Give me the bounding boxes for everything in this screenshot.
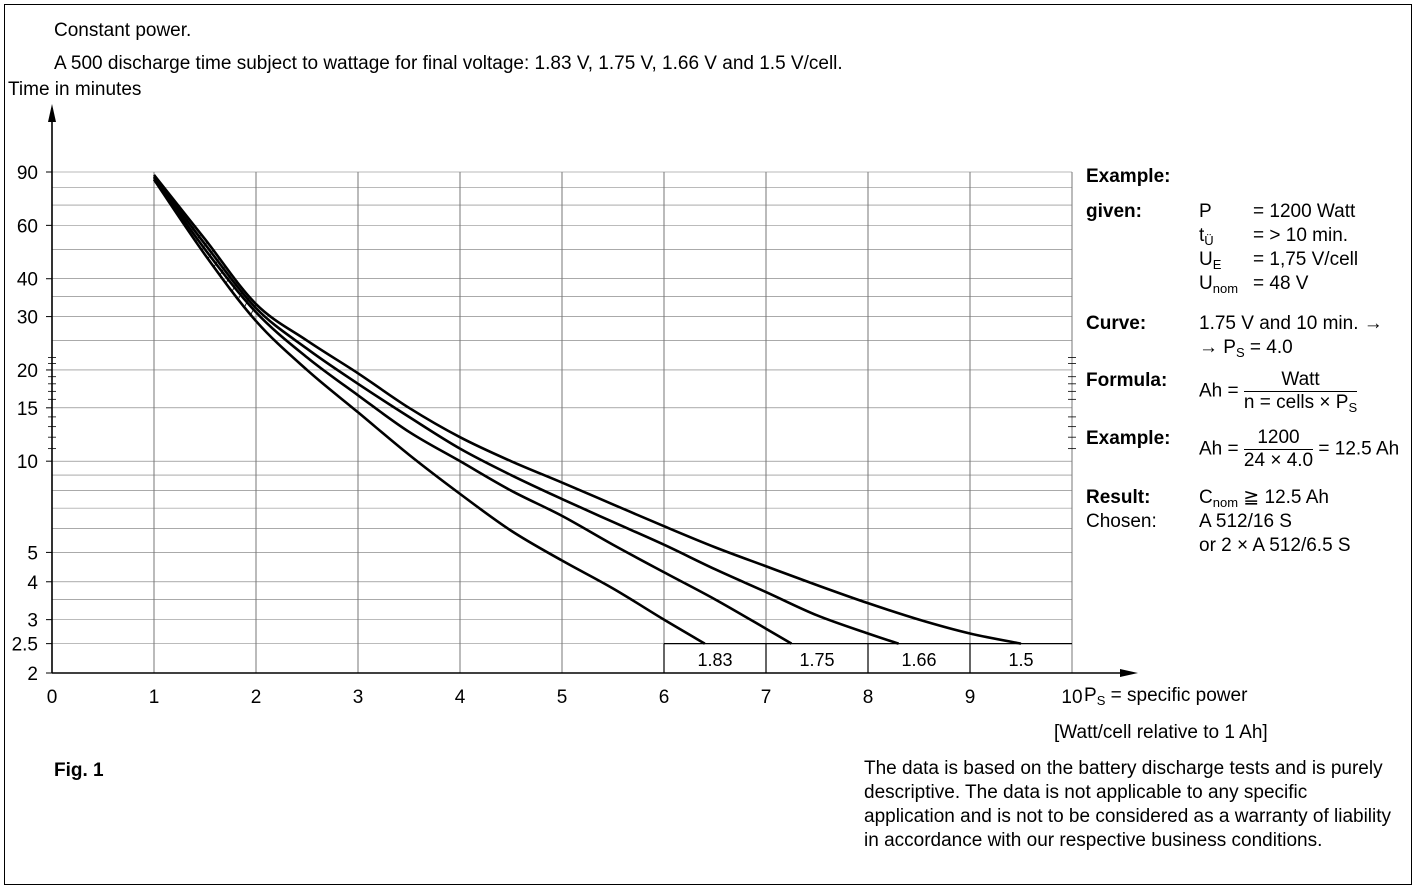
y-tick-label-3: 3 [27, 611, 38, 632]
chart-grid [48, 171, 1076, 673]
y-tick-label-10: 10 [17, 452, 38, 473]
y-tick-label-2: 2 [27, 664, 38, 685]
curve-1.83 [152, 178, 706, 645]
x-tick-label-6: 6 [659, 687, 670, 708]
x-axis-label: PS = specific power [1084, 685, 1248, 708]
y-tick-label-5: 5 [27, 543, 38, 564]
y-tick-label-30: 30 [17, 308, 38, 329]
curve-label-1.66: 1.66 [901, 650, 936, 670]
given-val-0: = 1200 Watt [1253, 201, 1356, 222]
given-sym-3: Unom [1199, 273, 1239, 296]
curve-line-1: 1.75 V and 10 min. → [1199, 313, 1383, 334]
page-frame [4, 4, 1412, 885]
curve-label-1.75: 1.75 [799, 650, 834, 670]
header-line-2: A 500 discharge time subject to wattage … [54, 53, 843, 74]
y-tick-label-40: 40 [17, 270, 38, 291]
curve-1.66 [152, 175, 900, 645]
given-val-2: = 1,75 V/cell [1253, 249, 1359, 270]
curve-line-2: → PS = 4.0 [1199, 337, 1293, 360]
x-tick-label-1: 1 [149, 687, 160, 708]
formula-denominator: n = cells × PS [1243, 392, 1358, 415]
result-value: Cnom ≧ 12.5 Ah [1199, 487, 1329, 510]
x-tick-label-4: 4 [455, 687, 466, 708]
chosen-2: or 2 × A 512/6.5 S [1199, 535, 1351, 556]
header-line-1: Constant power. [54, 20, 192, 41]
x-axis-arrow [1120, 669, 1138, 677]
y-tick-label-2.5: 2.5 [12, 635, 38, 656]
y-tick-label-60: 60 [17, 216, 38, 237]
given-val-1: = > 10 min. [1253, 225, 1349, 246]
given-label: given: [1086, 201, 1142, 222]
curve-label-1.83: 1.83 [697, 650, 732, 670]
curve-label: Curve: [1086, 313, 1147, 334]
formula-numerator: Watt [1243, 369, 1358, 392]
example2-formula: Ah = 1200 24 × 4.0 = 12.5 Ah [1199, 427, 1400, 471]
chosen-1: A 512/16 S [1199, 511, 1292, 532]
y-axis-label: Time in minutes [8, 79, 142, 100]
x-tick-label-10: 10 [1061, 687, 1082, 708]
hatch-lines [159, 186, 257, 315]
figure-label: Fig. 1 [54, 760, 104, 781]
given-sym-1: tÜ [1199, 225, 1214, 248]
x-tick-label-5: 5 [557, 687, 568, 708]
chart-curves [152, 174, 1022, 645]
y-tick-label-20: 20 [17, 361, 38, 382]
curve-1.5 [152, 174, 1022, 645]
given-val-3: = 48 V [1253, 273, 1309, 294]
y-tick-label-90: 90 [17, 163, 38, 184]
given-sym-0: P [1199, 201, 1212, 222]
x-tick-label-7: 7 [761, 687, 772, 708]
result-label: Result: [1086, 487, 1151, 508]
x-tick-label-3: 3 [353, 687, 364, 708]
formula-lhs: Ah = [1199, 380, 1239, 402]
x-tick-label-9: 9 [965, 687, 976, 708]
example2-label: Example: [1086, 428, 1171, 449]
x-tick-label-8: 8 [863, 687, 874, 708]
formula-label: Formula: [1086, 370, 1168, 391]
x-axis-unit: [Watt/cell relative to 1 Ah] [1054, 722, 1268, 743]
x-tick-label-0: 0 [47, 687, 58, 708]
example-heading: Example: [1086, 166, 1171, 187]
y-tick-label-15: 15 [17, 399, 38, 420]
disclaimer-note: The data is based on the battery dischar… [864, 758, 1392, 851]
curve-label-1.5: 1.5 [1008, 650, 1033, 670]
chart-hatch-area [159, 186, 257, 315]
x-tick-label-2: 2 [251, 687, 262, 708]
given-sym-2: UE [1199, 249, 1222, 272]
y-axis-arrow [48, 104, 56, 122]
curve-1.75 [152, 177, 793, 645]
formula: Ah = Watt n = cells × PS [1199, 369, 1358, 415]
chosen-label: Chosen: [1086, 511, 1157, 532]
y-tick-label-4: 4 [27, 573, 38, 594]
chart-curve-label-boxes: 1.83 1.75 1.66 1.5 [663, 643, 1072, 673]
